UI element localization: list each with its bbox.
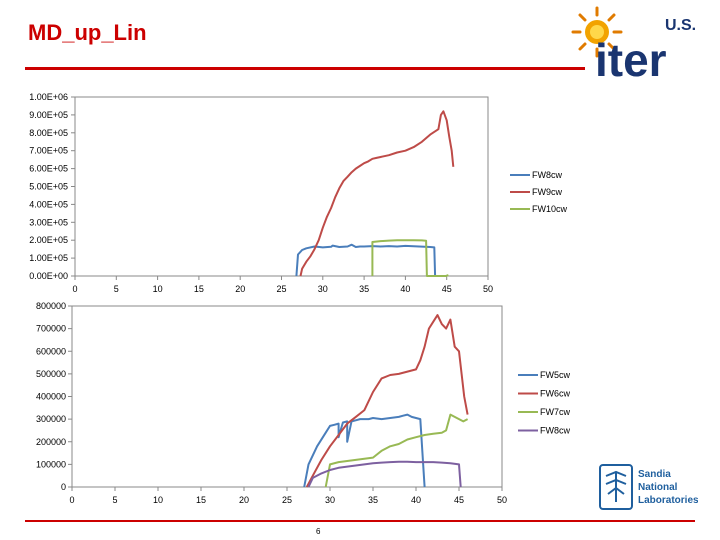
chart0-y-tick-label: 0.00E+00 (29, 271, 68, 281)
chart1-y-tick-label: 800000 (36, 301, 66, 311)
bottom-rule (25, 520, 695, 522)
slide-title: MD_up_Lin (28, 20, 147, 45)
chart1-series-fw5cw-line (303, 413, 426, 488)
chart0-x-tick-label: 25 (276, 284, 286, 294)
chart1-y-tick-label: 500000 (36, 369, 66, 379)
chart0-y-tick-label: 1.00E+05 (29, 253, 68, 263)
chart0-legend-label: FW8cw (532, 170, 562, 180)
sandia-line-3: Laboratories (638, 495, 698, 506)
chart0-y-tick-label: 1.00E+06 (29, 92, 68, 102)
us-iter-logo: U.S. iter (571, 6, 696, 82)
chart0-y-tick-label: 8.00E+05 (29, 128, 68, 138)
sandia-logo: Sandia National Laboratories (599, 464, 698, 510)
chart1-series-fw8cw-line (307, 460, 462, 488)
sun-icon (571, 6, 623, 58)
chart1-plot-frame (71, 305, 503, 488)
chart0-y-tick-label: 4.00E+05 (29, 199, 68, 209)
chart1-legend-label: FW5cw (540, 370, 570, 380)
chart1-series-fw6cw-line (305, 314, 469, 488)
chart1-x-tick-label: 35 (368, 495, 378, 505)
title-rule (25, 67, 585, 70)
chart0-x-tick-label: 40 (400, 284, 410, 294)
sandia-line-1: Sandia (638, 469, 671, 480)
chart0-y-tick-label: 3.00E+05 (29, 217, 68, 227)
chart1-x-tick-label: 45 (454, 495, 464, 505)
chart0-x-tick-label: 50 (483, 284, 493, 294)
chart0-x-tick-label: 20 (235, 284, 245, 294)
chart0-series-fw8cw-line (295, 243, 437, 277)
chart1-series-fw7cw-line (324, 413, 469, 488)
chart1-x-tick-label: 40 (411, 495, 421, 505)
chart0-x-tick-label: 15 (194, 284, 204, 294)
chart1-x-tick-label: 50 (497, 495, 507, 505)
chart0-x-tick-label: 45 (442, 284, 452, 294)
chart1-x-tick-label: 25 (282, 495, 292, 505)
chart1-y-tick-label: 400000 (36, 392, 66, 402)
chart0-x-tick-label: 35 (359, 284, 369, 294)
chart1-x-tick-label: 0 (69, 495, 74, 505)
chart0-x-tick-label: 10 (153, 284, 163, 294)
chart0-y-tick-label: 5.00E+05 (29, 182, 68, 192)
chart1-y-tick-label: 700000 (36, 324, 66, 334)
chart1-legend-label: FW7cw (540, 407, 570, 417)
chart0-y-tick-label: 6.00E+05 (29, 164, 68, 174)
chart1-x-tick-label: 10 (153, 495, 163, 505)
thunderbird-icon (599, 464, 633, 510)
page-number: 6 (316, 527, 321, 536)
chart0-y-tick-label: 7.00E+05 (29, 146, 68, 156)
chart1-y-tick-label: 100000 (36, 459, 66, 469)
chart0-legend-label: FW9cw (532, 187, 562, 197)
chart1-y-tick-label: 200000 (36, 437, 66, 447)
chart0-x-tick-label: 0 (72, 284, 77, 294)
chart1-legend-label: FW6cw (540, 389, 570, 399)
iter-prefix: U.S. (665, 17, 696, 34)
chart0-series-fw10cw-line (371, 239, 449, 277)
chart1-legend-label: FW8cw (540, 426, 570, 436)
chart0-series-fw9cw-line (299, 110, 455, 277)
chart1-x-tick-label: 15 (196, 495, 206, 505)
chart1-x-tick-label: 5 (112, 495, 117, 505)
chart1-x-tick-label: 30 (325, 495, 335, 505)
chart1-y-tick-label: 0 (61, 482, 66, 492)
chart0-legend-label: FW10cw (532, 204, 568, 214)
iter-word: iter (595, 34, 667, 82)
chart0-y-tick-label: 9.00E+05 (29, 110, 68, 120)
chart0-x-tick-label: 5 (114, 284, 119, 294)
chart1-x-tick-label: 20 (239, 495, 249, 505)
chart0-y-tick-label: 2.00E+05 (29, 235, 68, 245)
chart0-x-tick-label: 30 (318, 284, 328, 294)
chart1-y-tick-label: 600000 (36, 346, 66, 356)
chart1-y-tick-label: 300000 (36, 414, 66, 424)
chart-top: 0.00E+00 1.00E+05 2.00E+05 3.00E+05 4.00E+05… (29, 92, 568, 294)
sandia-line-2: National (638, 482, 678, 493)
